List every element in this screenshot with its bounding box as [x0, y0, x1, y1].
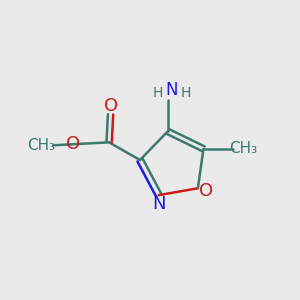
Text: O: O [199, 182, 213, 200]
Text: N: N [165, 81, 178, 99]
Text: N: N [152, 195, 166, 213]
Text: O: O [103, 97, 118, 115]
Text: O: O [66, 135, 80, 153]
Text: CH₃: CH₃ [27, 138, 55, 153]
Text: H: H [153, 86, 164, 100]
Text: CH₃: CH₃ [229, 141, 257, 156]
Text: H: H [180, 86, 190, 100]
